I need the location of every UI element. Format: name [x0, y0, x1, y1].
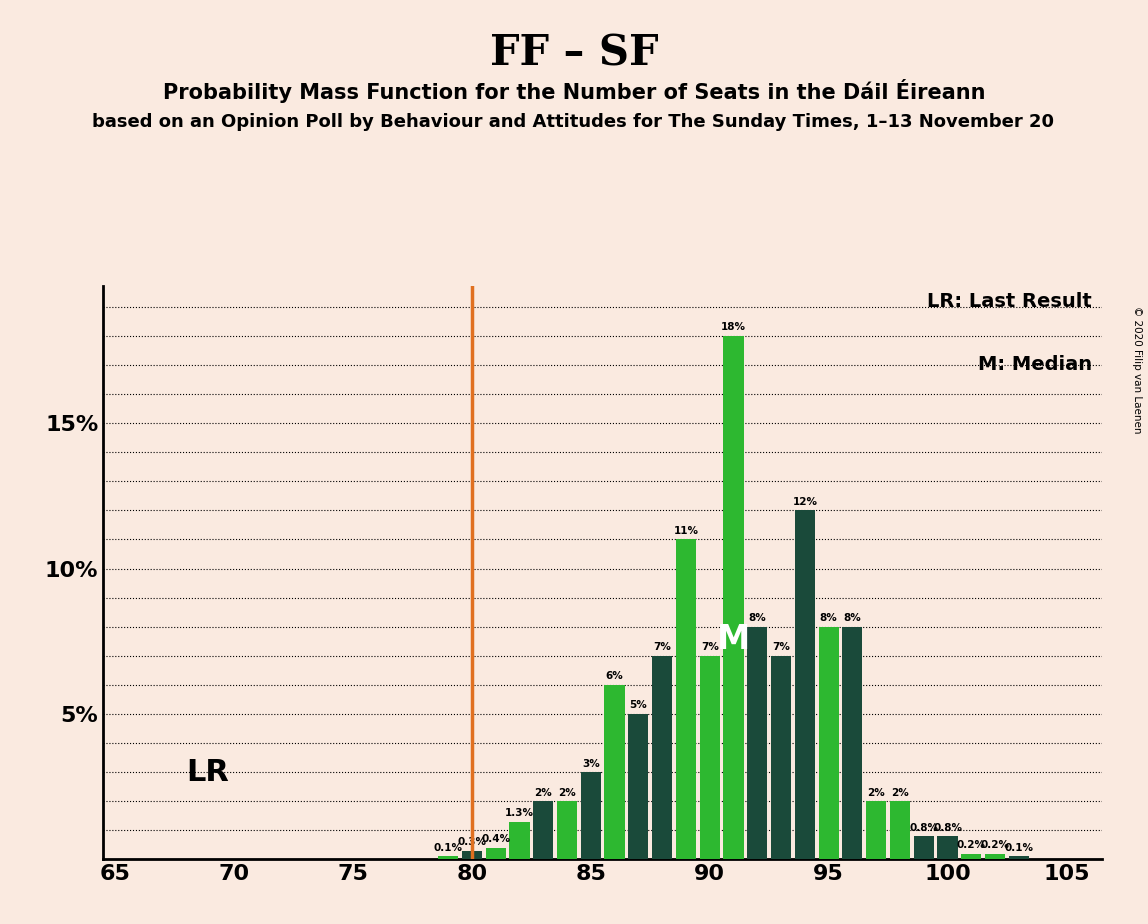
Bar	[533, 801, 553, 859]
Bar	[771, 656, 791, 859]
Text: 0.8%: 0.8%	[909, 822, 938, 833]
Bar	[486, 847, 506, 859]
Text: 8%: 8%	[820, 614, 838, 623]
Bar	[794, 510, 815, 859]
Text: M: M	[716, 623, 750, 656]
Text: 0.8%: 0.8%	[933, 822, 962, 833]
Bar	[961, 854, 982, 859]
Text: 3%: 3%	[582, 759, 599, 769]
Text: 2%: 2%	[534, 787, 552, 797]
Text: 5%: 5%	[629, 700, 647, 711]
Text: 2%: 2%	[867, 787, 885, 797]
Bar	[461, 851, 482, 859]
Text: 0.4%: 0.4%	[481, 834, 510, 845]
Text: Probability Mass Function for the Number of Seats in the Dáil Éireann: Probability Mass Function for the Number…	[163, 79, 985, 103]
Text: based on an Opinion Poll by Behaviour and Attitudes for The Sunday Times, 1–13 N: based on an Opinion Poll by Behaviour an…	[92, 113, 1054, 130]
Bar	[439, 857, 458, 859]
Bar	[581, 772, 600, 859]
Bar	[723, 336, 744, 859]
Bar	[1009, 857, 1029, 859]
Bar	[605, 685, 625, 859]
Text: 6%: 6%	[606, 672, 623, 681]
Text: 0.2%: 0.2%	[956, 840, 986, 850]
Bar	[628, 714, 649, 859]
Bar	[914, 836, 933, 859]
Bar	[843, 626, 862, 859]
Text: 7%: 7%	[653, 642, 672, 652]
Text: 2%: 2%	[891, 787, 909, 797]
Bar	[747, 626, 767, 859]
Bar	[699, 656, 720, 859]
Text: 7%: 7%	[700, 642, 719, 652]
Bar	[890, 801, 910, 859]
Text: LR: Last Result: LR: Last Result	[928, 292, 1092, 311]
Text: 18%: 18%	[721, 322, 746, 333]
Text: 7%: 7%	[773, 642, 790, 652]
Text: © 2020 Filip van Laenen: © 2020 Filip van Laenen	[1132, 306, 1142, 433]
Text: M: Median: M: Median	[978, 355, 1092, 374]
Text: LR: LR	[186, 758, 230, 786]
Text: 12%: 12%	[792, 497, 817, 507]
Bar	[938, 836, 957, 859]
Bar	[676, 540, 696, 859]
Bar	[819, 626, 839, 859]
Bar	[985, 854, 1006, 859]
Text: 0.1%: 0.1%	[434, 843, 463, 853]
Bar	[557, 801, 577, 859]
Bar	[510, 821, 529, 859]
Text: 0.1%: 0.1%	[1004, 843, 1033, 853]
Text: 8%: 8%	[748, 614, 766, 623]
Text: 8%: 8%	[844, 614, 861, 623]
Bar	[866, 801, 886, 859]
Text: 2%: 2%	[558, 787, 576, 797]
Text: FF – SF: FF – SF	[490, 32, 658, 74]
Bar	[652, 656, 673, 859]
Text: 0.3%: 0.3%	[457, 837, 487, 847]
Text: 11%: 11%	[674, 526, 698, 536]
Text: 1.3%: 1.3%	[505, 808, 534, 818]
Text: 0.2%: 0.2%	[980, 840, 1009, 850]
